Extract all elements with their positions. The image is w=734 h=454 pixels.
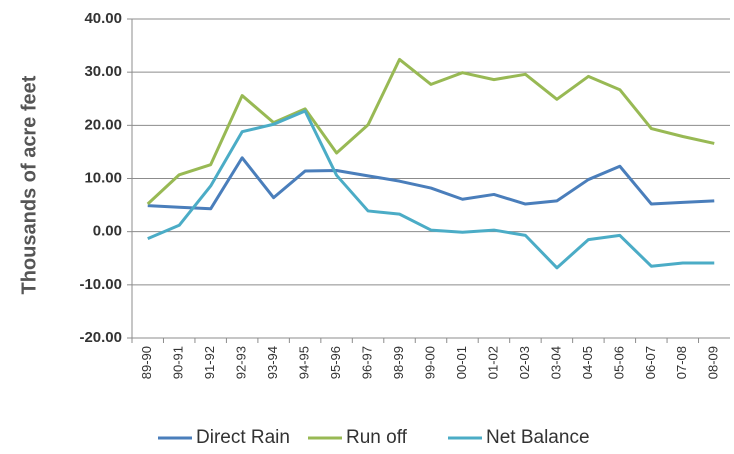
x-tick-label: 05-06: [611, 346, 626, 379]
x-tick-label: 98-99: [391, 346, 406, 379]
x-tick-label: 93-94: [265, 346, 280, 379]
legend-label: Direct Rain: [196, 427, 290, 448]
x-tick-label: 04-05: [580, 346, 595, 379]
y-tick-label: 40.00: [84, 10, 122, 27]
x-tick-label: 06-07: [643, 346, 658, 379]
x-tick-label: 99-00: [422, 346, 437, 379]
x-tick-label: 96-97: [359, 346, 374, 379]
x-tick-label: 91-92: [202, 346, 217, 379]
y-tick-label: 0.00: [93, 223, 122, 240]
y-tick-label: 10.00: [84, 169, 122, 186]
x-tick-label: 03-04: [548, 346, 563, 379]
x-tick-label: 08-09: [706, 346, 721, 379]
series-line: [147, 109, 715, 270]
x-tick-label: 01-02: [485, 346, 500, 379]
x-tick-label: 94-95: [297, 346, 312, 379]
x-tick-label: 00-01: [454, 346, 469, 379]
x-tick-label: 95-96: [328, 346, 343, 379]
series-line: [147, 156, 715, 211]
x-tick-label: 02-03: [517, 346, 532, 379]
x-tick-label: 07-08: [674, 346, 689, 379]
y-tick-label: -20.00: [79, 329, 122, 346]
y-tick-label: 30.00: [84, 63, 122, 80]
y-tick-label: -10.00: [79, 276, 122, 293]
y-axis-title: Thousands of acre feet: [18, 75, 40, 294]
x-tick-label: 92-93: [234, 346, 249, 379]
series-line: [146, 57, 715, 206]
y-tick-label: 20.00: [84, 116, 122, 133]
legend-label: Net Balance: [486, 427, 590, 448]
x-tick-label: 90-91: [171, 346, 186, 379]
legend-label: Run off: [346, 427, 408, 448]
x-tick-label: 89-90: [139, 346, 154, 379]
